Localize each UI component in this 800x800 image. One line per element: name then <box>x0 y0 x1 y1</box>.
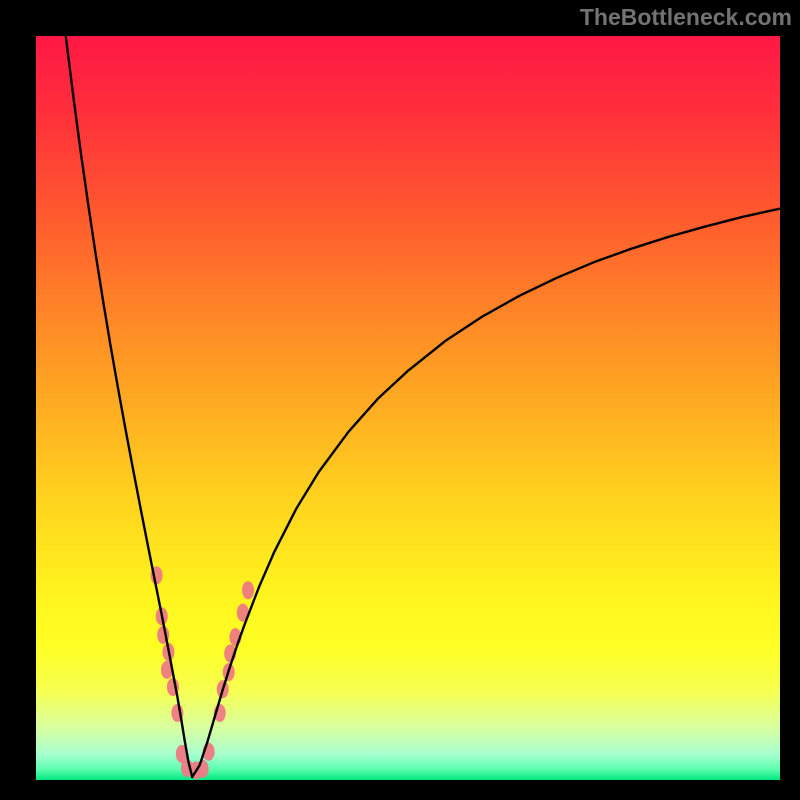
chart-container: TheBottleneck.com <box>0 0 800 800</box>
bottleneck-curve-right <box>192 209 780 777</box>
marker-group <box>151 566 255 779</box>
plot-area <box>36 36 780 780</box>
data-marker <box>242 581 254 599</box>
bottleneck-curve-left <box>66 36 192 777</box>
watermark-text: TheBottleneck.com <box>580 4 792 31</box>
curve-layer <box>36 36 780 780</box>
